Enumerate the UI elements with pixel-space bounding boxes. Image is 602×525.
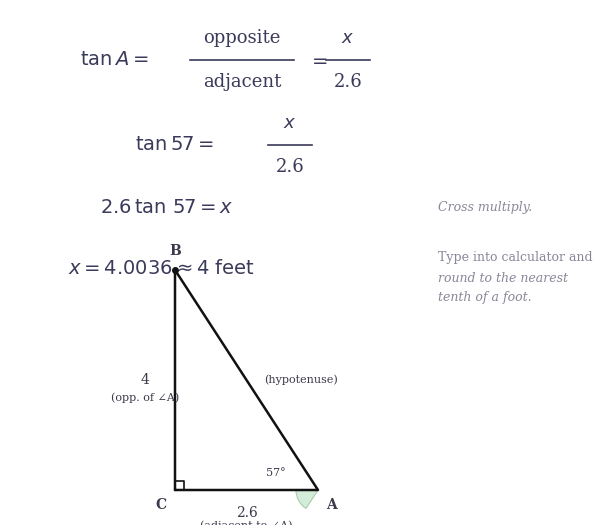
Text: (hypotenuse): (hypotenuse) (264, 375, 338, 385)
Text: $x$: $x$ (284, 114, 297, 132)
Text: adjacent: adjacent (203, 73, 281, 91)
Text: $x = 4.0036 \approx 4\ \mathrm{feet}$: $x = 4.0036 \approx 4\ \mathrm{feet}$ (68, 258, 255, 278)
Text: 2.6: 2.6 (334, 73, 362, 91)
Text: Type into calculator and: Type into calculator and (438, 251, 592, 265)
Text: opposite: opposite (203, 29, 281, 47)
Text: (opp. of ∠A): (opp. of ∠A) (111, 393, 179, 403)
Text: $\tan A =$: $\tan A =$ (80, 51, 149, 69)
Text: 2.6: 2.6 (276, 158, 305, 176)
Text: $2.6\,\tan\,57 = x$: $2.6\,\tan\,57 = x$ (100, 199, 234, 217)
Wedge shape (296, 490, 318, 508)
Text: (adjacent to ∠A): (adjacent to ∠A) (200, 520, 293, 525)
Text: tenth of a foot.: tenth of a foot. (438, 291, 532, 304)
Text: $x$: $x$ (341, 29, 355, 47)
Text: 4: 4 (140, 373, 149, 387)
Text: A: A (326, 498, 337, 512)
Text: round to the nearest: round to the nearest (438, 271, 568, 285)
Text: 57°: 57° (266, 468, 286, 478)
Text: B: B (169, 244, 181, 258)
Text: Cross multiply.: Cross multiply. (438, 202, 532, 215)
Text: $\tan 57 =$: $\tan 57 =$ (135, 136, 214, 154)
Text: 2.6: 2.6 (235, 506, 258, 520)
Text: C: C (156, 498, 167, 512)
Text: $=$: $=$ (308, 51, 328, 69)
